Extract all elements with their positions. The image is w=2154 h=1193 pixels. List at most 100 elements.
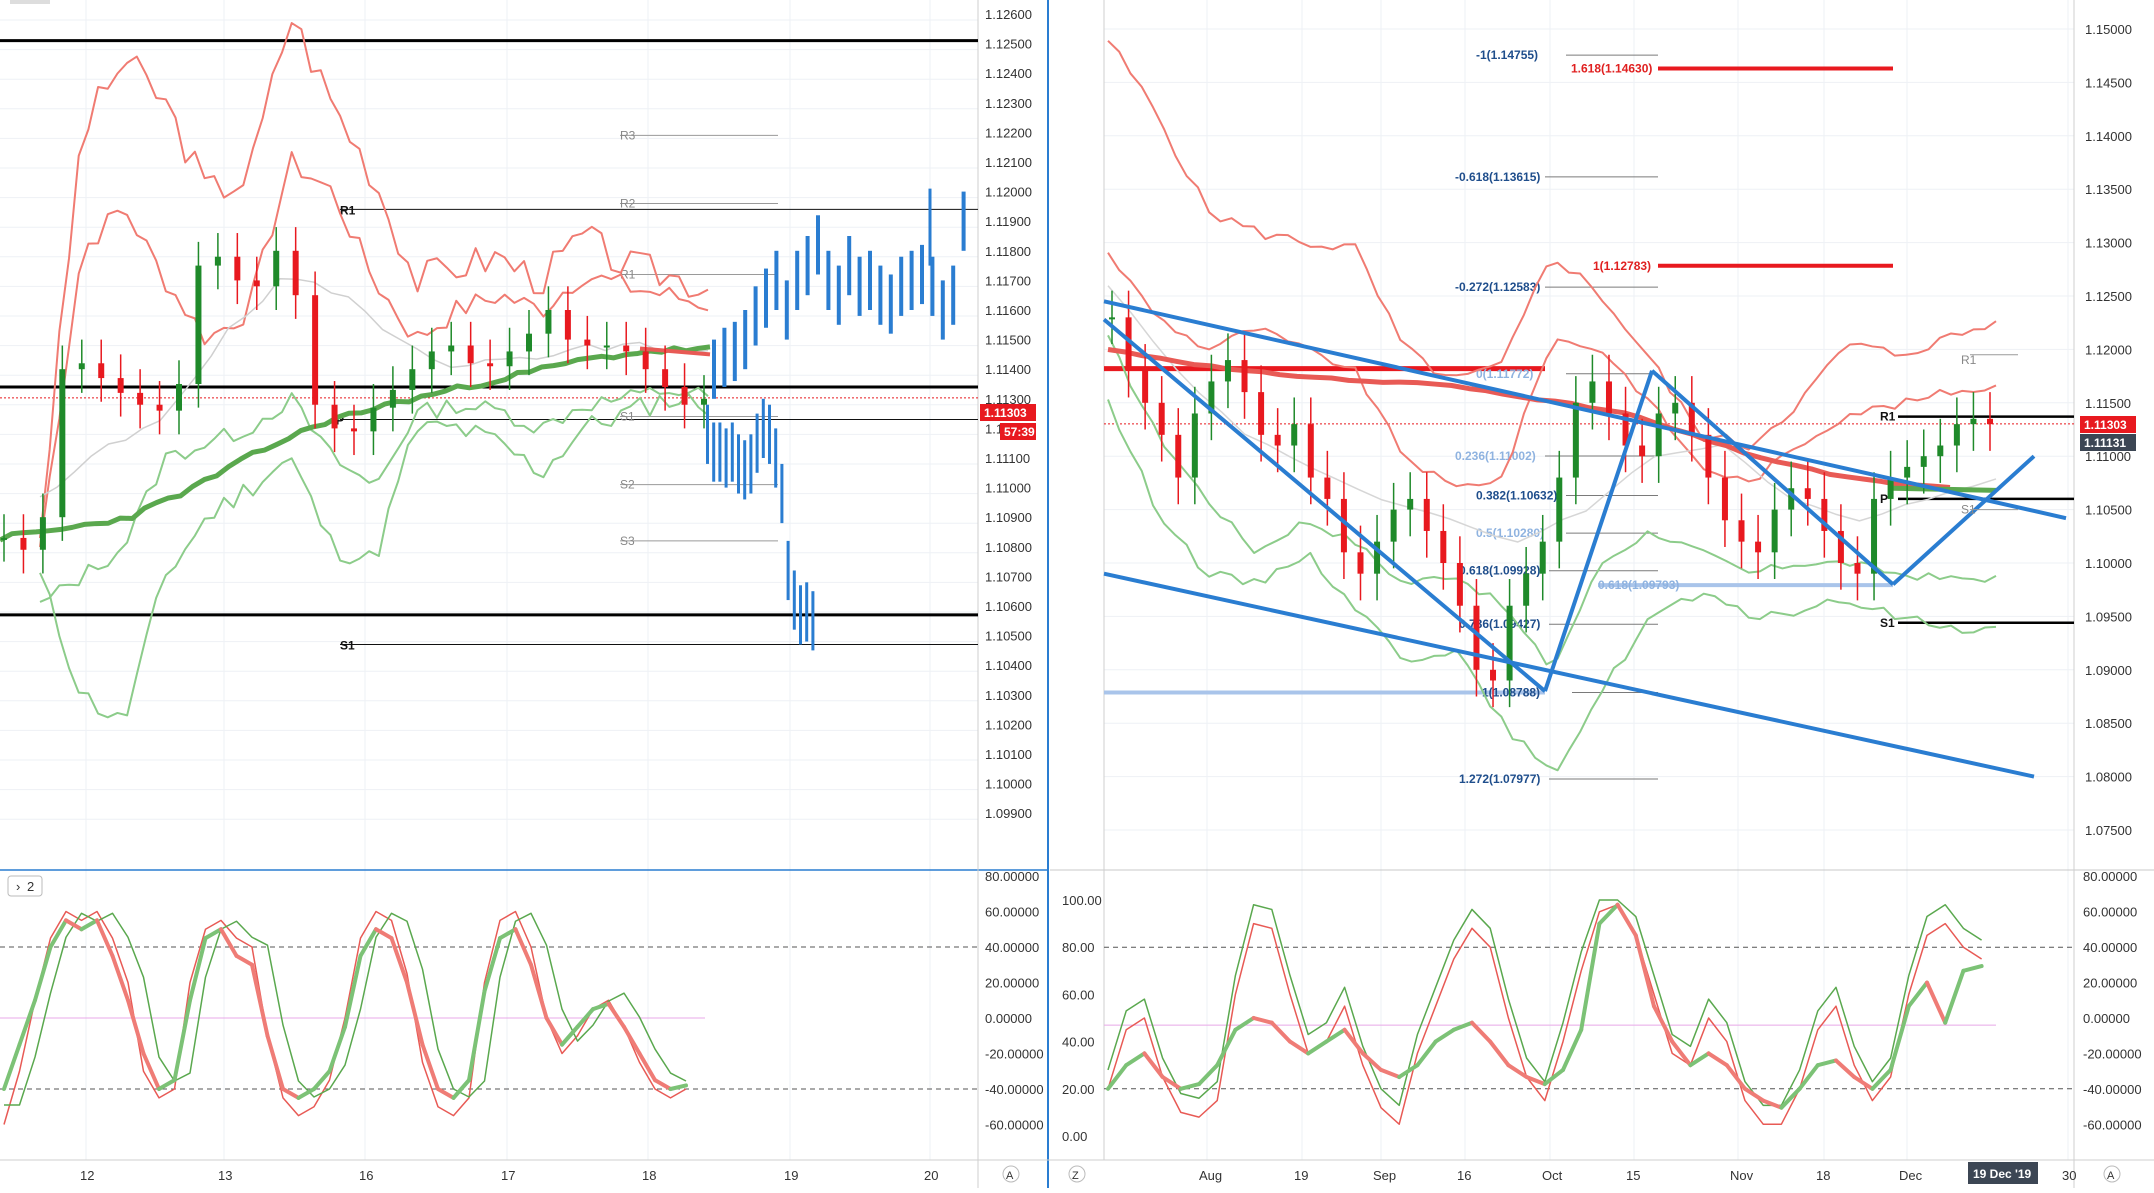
right-osc-main-segment <box>1688 1051 1711 1068</box>
right-candle-body <box>1340 498 1347 553</box>
left-price-tick-label: 1.11800 <box>985 244 1031 259</box>
axes-layer: 1.12600 1.12500 1.12400 1.12300 1.12200 1.121… <box>80 7 2142 1183</box>
left-candle-body <box>176 384 182 411</box>
right-price-tick-label: 1.07500 <box>2085 823 2132 838</box>
left-osc-main-segment <box>250 962 270 1038</box>
left-price-tick-label: 1.12100 <box>985 155 1032 170</box>
right-candle-body <box>1241 360 1248 393</box>
zoom-button[interactable]: Z <box>1068 1165 1086 1183</box>
right-osc-main-segment <box>1852 1075 1875 1091</box>
left-projection-bar-up <box>712 339 716 399</box>
left-osc-main-segment <box>203 927 223 941</box>
right-candle-body <box>1904 466 1911 478</box>
left-projection-bar-down <box>811 591 815 651</box>
left-pivot-label: P <box>336 414 344 428</box>
right-upper-band-inner <box>1107 252 1997 488</box>
right-price-pane[interactable]: -1(1.14755) 1.618(1.14630) -0.618(1.13615)… <box>1102 40 2074 786</box>
left-candle-body <box>701 398 707 405</box>
left-osc-main-segment <box>529 962 549 1020</box>
right-impulse-down-line <box>1102 317 1547 693</box>
top-scroll-handle[interactable] <box>10 0 50 4</box>
left-projection-bar-down <box>743 440 747 500</box>
right-candle-body <box>1655 413 1662 457</box>
right-fib-label: -0.272(1.12583) <box>1455 280 1540 294</box>
right-candle-body <box>1473 605 1480 670</box>
indicator-toggle-box[interactable] <box>7 875 43 897</box>
left-price-tick-label: 1.11000 <box>985 481 1031 496</box>
left-osc-main-segment <box>64 918 84 932</box>
left-pivot-label: R2 <box>620 196 636 210</box>
left-osc-main-segment <box>374 927 394 941</box>
right-osc-main-segment <box>1815 1058 1838 1068</box>
left-projection-bar-down <box>737 434 740 494</box>
left-pivot-label: S3 <box>620 534 635 548</box>
left-projection-bar-down <box>749 434 753 494</box>
left-projection-bar-down <box>799 585 802 645</box>
left-osc-main-segment <box>343 953 363 1029</box>
right-price-tick-label: 1.14500 <box>2085 75 2132 90</box>
left-auto-scale-button[interactable]: A <box>1002 1165 1020 1183</box>
right-osc-main-segment <box>1160 1075 1183 1091</box>
left-time-tick-label: 17 <box>501 1168 515 1183</box>
left-candle-body <box>603 345 610 348</box>
right-osc-main-segment <box>1306 1039 1329 1056</box>
right-osc-main-segment <box>1233 1016 1256 1032</box>
right-candle-body <box>1109 317 1115 320</box>
left-price-badge-text: 1.11303 <box>984 406 1027 420</box>
left-candle-body <box>195 265 202 384</box>
left-osc-main-segment <box>296 1087 316 1100</box>
left-candle-body <box>39 517 46 550</box>
right-fib-label: 0.618(1.09928) <box>1459 564 1540 578</box>
right-candle-body <box>1440 530 1447 563</box>
left-projection-bar-up <box>722 327 727 387</box>
right-osc-main-segment <box>1433 1027 1456 1044</box>
right-osc-main-segment <box>1215 1027 1238 1068</box>
right-osc-inner-tick-label: 20.00 <box>1062 1082 1095 1097</box>
left-osc-main-segment <box>513 927 533 967</box>
left-price-tick-label: 1.12600 <box>985 7 1032 22</box>
left-projection-bar-up <box>899 256 904 316</box>
right-candle-body <box>1191 413 1198 478</box>
right-price-tick-label: 1.13500 <box>2085 182 2132 197</box>
right-osc-tick-label: -60.00000 <box>2083 1118 2142 1133</box>
right-osc-main-segment <box>1761 1098 1784 1110</box>
right-osc-main-segment <box>1506 1063 1529 1079</box>
left-osc-main-segment <box>141 1051 161 1091</box>
left-osc-main-segment <box>436 1087 456 1100</box>
left-osc-main-segment <box>48 918 68 949</box>
right-price-tick-label: 1.10000 <box>2085 556 2132 571</box>
left-time-tick-label: 12 <box>80 1168 94 1183</box>
right-fib-label: 0(1.11772) <box>1476 367 1533 381</box>
left-osc-main-segment <box>420 1042 440 1091</box>
right-price-tick-label: 1.14000 <box>2085 129 2132 144</box>
right-time-tick-label: Aug <box>1199 1168 1222 1183</box>
oscillator-panes[interactable] <box>0 899 2074 1125</box>
left-moving-average-green <box>0 344 711 543</box>
indicator-toggle[interactable]: › 2 <box>7 875 43 897</box>
left-time-tick-label: 18 <box>642 1168 656 1183</box>
left-osc-main-segment <box>389 936 409 985</box>
right-lower-band-outer <box>1107 399 1997 772</box>
left-osc-tick-label: 40.00000 <box>985 940 1039 955</box>
left-candle-body <box>98 363 105 379</box>
left-projection-bar-down <box>706 404 709 464</box>
left-osc-main-segment <box>79 918 99 932</box>
left-projection-bar-up <box>784 280 789 340</box>
left-upper-band-inner <box>39 151 709 548</box>
left-projection-bar-up <box>774 250 779 310</box>
left-candle-body <box>351 428 357 432</box>
left-price-tick-label: 1.12300 <box>985 96 1032 111</box>
left-projection-bar-up <box>836 265 841 325</box>
right-osc-main-segment <box>1142 1051 1165 1079</box>
left-candle-body <box>564 310 571 340</box>
right-auto-scale-button[interactable]: A <box>2103 1165 2121 1183</box>
left-pivot-label: R1 <box>340 203 356 217</box>
right-osc-inner-tick-label: 40.00 <box>1062 1035 1095 1050</box>
zoom-button-label: Z <box>1072 1170 1079 1182</box>
right-osc-main-segment <box>1706 1051 1729 1068</box>
right-osc-main-segment <box>1542 1067 1565 1087</box>
left-candle-body <box>642 351 649 370</box>
left-projection-bar-up <box>753 286 758 346</box>
right-pivot-label: P <box>1880 492 1888 506</box>
